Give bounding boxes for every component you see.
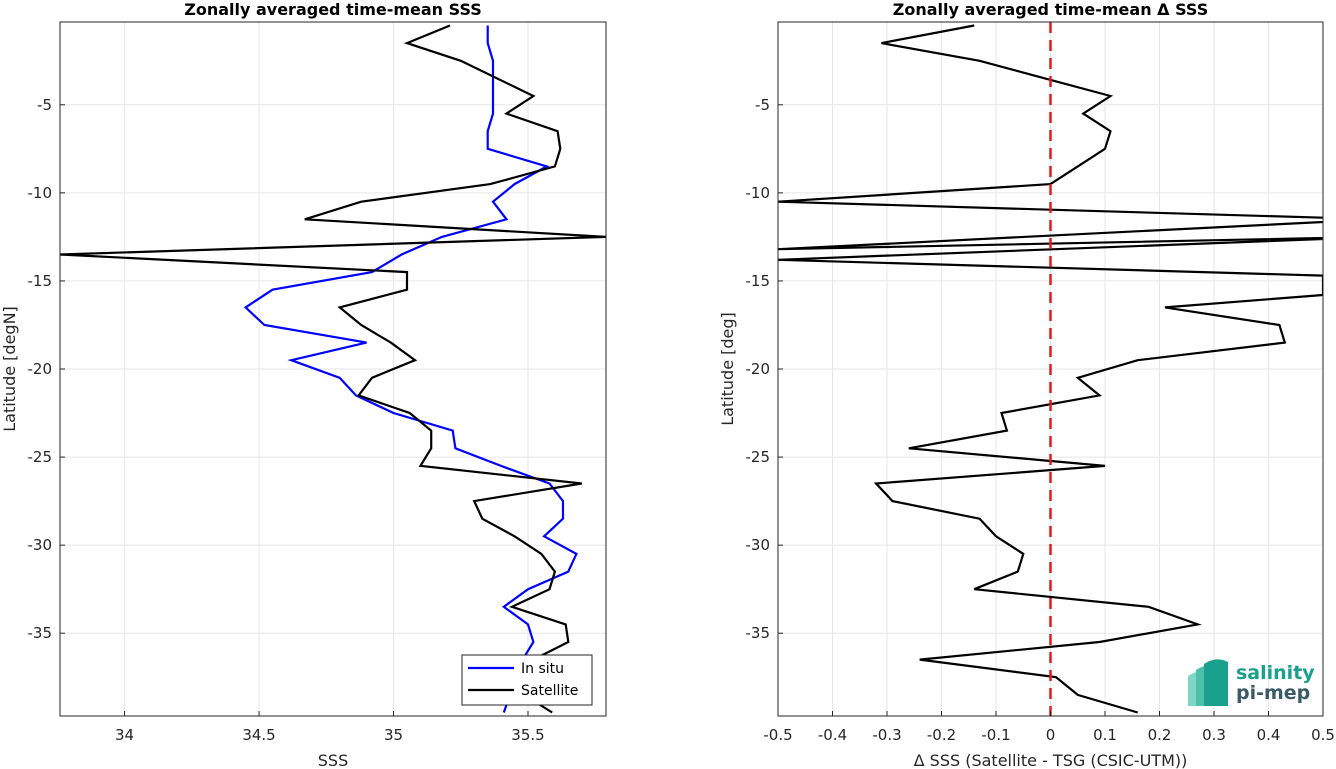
- right-chart-title: Zonally averaged time-mean Δ SSS: [893, 0, 1209, 19]
- left-x-axis-label: SSS: [318, 751, 348, 769]
- logo-line1: salinity: [1236, 662, 1315, 684]
- left-panel: 34 34.5 35 35.5 -5 -10 -15 -20 -25 -30 -35 Zonally…: [0, 0, 607, 769]
- x-tick-label: 0: [1046, 726, 1056, 744]
- x-tick-label: 0.2: [1148, 726, 1172, 744]
- left-y-axis-label: Latitude [degN]: [0, 306, 19, 432]
- y-tick-label: -25: [28, 448, 53, 466]
- x-tick-label: 34: [115, 726, 134, 744]
- y-tick-label: -30: [28, 536, 53, 554]
- right-series: [778, 24, 1323, 714]
- x-tick-label: -0.4: [818, 726, 847, 744]
- delta-sss-series-line: [778, 24, 1323, 714]
- x-tick-label: 34.5: [242, 726, 275, 744]
- y-tick-label: -35: [28, 624, 53, 642]
- x-tick-label: -0.2: [927, 726, 956, 744]
- right-y-axis-label: Latitude [deg]: [718, 312, 737, 426]
- y-tick-label: -10: [28, 184, 53, 202]
- y-tick-label: -20: [28, 360, 53, 378]
- y-tick-label: -15: [746, 272, 771, 290]
- legend-box: [461, 654, 593, 706]
- x-tick-label: 0.5: [1311, 726, 1335, 744]
- x-tick-label: 0.4: [1257, 726, 1281, 744]
- x-tick-label: 0.3: [1202, 726, 1226, 744]
- y-tick-label: -15: [28, 272, 53, 290]
- salinity-pi-mep-logo: salinity pi-mep: [1188, 659, 1315, 706]
- in-situ-series-line: [243, 25, 578, 713]
- logo-line2: pi-mep: [1236, 682, 1310, 704]
- y-tick-label: -10: [746, 184, 771, 202]
- left-series: [60, 24, 606, 714]
- x-tick-label: -0.1: [981, 726, 1010, 744]
- logo-waves-icon: [1188, 659, 1228, 706]
- x-tick-label: 0.1: [1093, 726, 1117, 744]
- y-tick-label: -30: [746, 536, 771, 554]
- y-tick-label: -5: [37, 96, 52, 114]
- x-tick-label: 35.5: [511, 726, 544, 744]
- y-tick-label: -25: [746, 448, 771, 466]
- x-tick-label: -0.3: [872, 726, 901, 744]
- legend: In situ Satellite: [461, 654, 593, 706]
- satellite-series-line: [60, 24, 606, 714]
- legend-in-situ-label: In situ: [521, 661, 564, 677]
- right-x-axis-label: Δ SSS (Satellite - TSG (CSIC-UTM)): [914, 751, 1188, 769]
- left-chart-title: Zonally averaged time-mean SSS: [184, 0, 482, 19]
- right-panel: -0.5 -0.4 -0.3 -0.2 -0.1 0 0.1 0.2 0.3 0.4 0.5 -5 -1…: [718, 0, 1335, 769]
- right-tick-labels: -0.5 -0.4 -0.3 -0.2 -0.1 0 0.1 0.2 0.3 0.4 0.5 -5 -1…: [746, 96, 1335, 744]
- legend-satellite-label: Satellite: [521, 683, 578, 699]
- y-tick-label: -20: [746, 360, 771, 378]
- y-tick-label: -5: [755, 96, 770, 114]
- y-tick-label: -35: [746, 624, 771, 642]
- x-tick-label: 35: [384, 726, 403, 744]
- left-tick-labels: 34 34.5 35 35.5 -5 -10 -15 -20 -25 -30 -35: [28, 96, 545, 744]
- x-tick-label: -0.5: [763, 726, 792, 744]
